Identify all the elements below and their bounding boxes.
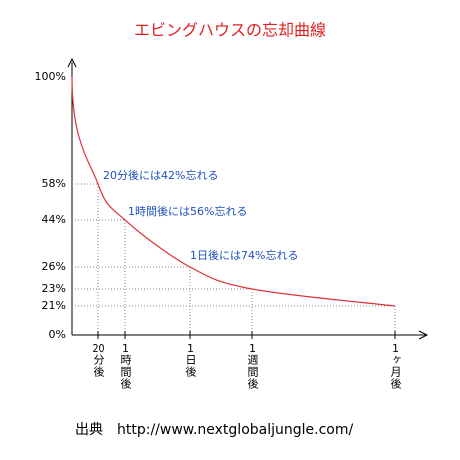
x-tick-label: 1ヶ月後 <box>389 343 402 390</box>
y-arrow <box>67 57 77 68</box>
y-tick-label: 44% <box>42 213 66 226</box>
curve <box>71 76 396 307</box>
y-tick-label: 100% <box>35 70 66 83</box>
x-tick-label: 1週間後 <box>246 343 259 390</box>
y-tick-label: 0% <box>49 328 66 341</box>
y-tick-label: 58% <box>42 177 66 190</box>
y-tick-label: 23% <box>42 282 66 295</box>
source: 出典 http://www.nextglobaljungle.com/ <box>75 422 353 438</box>
annotation: 20分後には42%忘れる <box>103 168 218 182</box>
x-tick-label: 1時間後 <box>119 343 132 390</box>
y-tick-label: 26% <box>42 260 66 273</box>
annotation: 1時間後には56%忘れる <box>128 204 247 218</box>
x-tick-label: 1日後 <box>184 343 197 378</box>
chart-title: エビングハウスの忘却曲線 <box>134 21 326 40</box>
x-arrow <box>418 330 429 340</box>
y-tick-label: 21% <box>42 299 66 312</box>
annotation: 1日後には74%忘れる <box>190 248 298 262</box>
x-tick-label: 20分後 <box>92 343 105 378</box>
